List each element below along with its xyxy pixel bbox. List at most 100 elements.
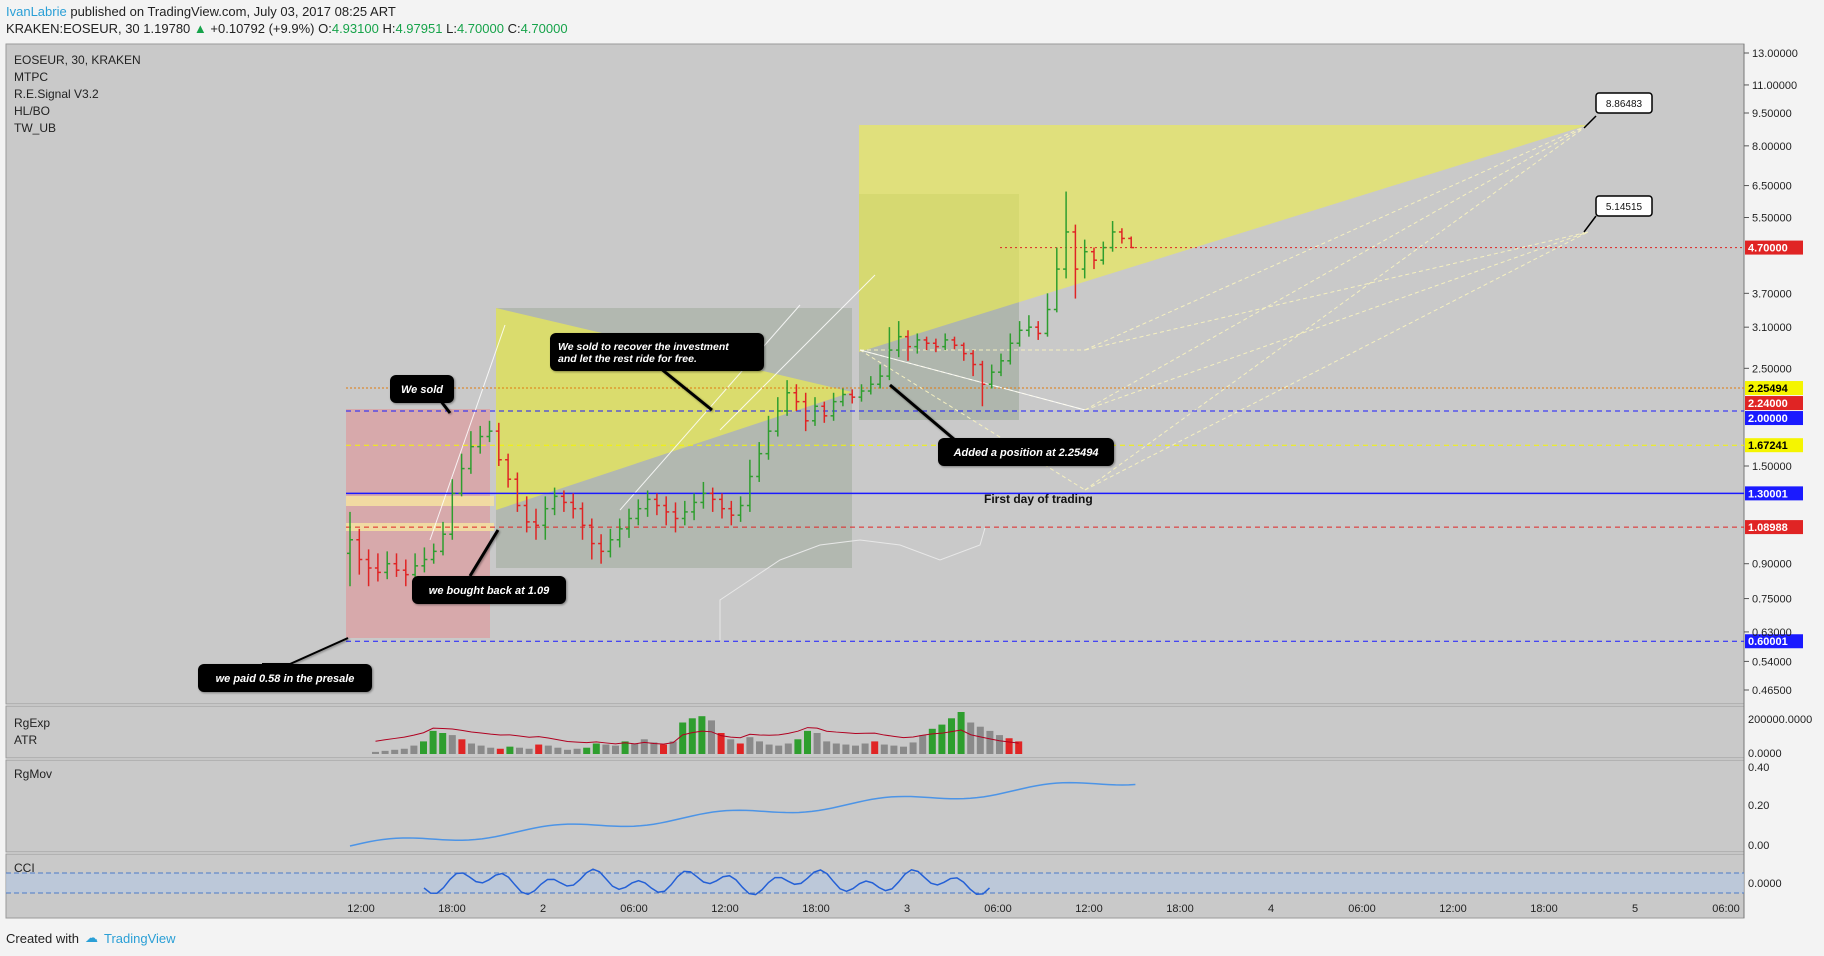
candle[interactable]	[1025, 315, 1032, 337]
candle[interactable]	[402, 559, 409, 587]
candle[interactable]	[412, 553, 419, 577]
candle[interactable]	[374, 553, 381, 582]
candle[interactable]	[858, 384, 865, 402]
candle[interactable]	[1016, 321, 1023, 347]
candle[interactable]	[784, 380, 791, 416]
candle[interactable]	[347, 511, 353, 587]
atr-bar	[736, 743, 744, 754]
candle[interactable]	[719, 493, 725, 519]
candle[interactable]	[951, 336, 958, 350]
candle[interactable]	[430, 543, 437, 564]
candle[interactable]	[1081, 239, 1088, 279]
candle[interactable]	[467, 431, 474, 474]
candle[interactable]	[998, 353, 1004, 377]
candle[interactable]	[1007, 333, 1014, 365]
candle[interactable]	[607, 528, 614, 558]
candle[interactable]	[653, 493, 660, 516]
candle[interactable]	[672, 502, 679, 533]
candle[interactable]	[598, 534, 605, 564]
candle[interactable]	[533, 508, 539, 540]
candle[interactable]	[812, 397, 818, 426]
candle[interactable]	[458, 453, 465, 497]
candle[interactable]	[477, 425, 484, 454]
candle[interactable]	[1100, 241, 1107, 265]
candle[interactable]	[1118, 228, 1125, 244]
candle[interactable]	[644, 490, 651, 517]
candle[interactable]	[988, 364, 995, 389]
candle[interactable]	[635, 499, 642, 526]
candle[interactable]	[830, 392, 837, 421]
target-box-1[interactable]: 8.86483	[1583, 92, 1653, 129]
candle[interactable]	[579, 502, 586, 540]
callout-paid[interactable]: we paid 0.58 in the presale	[198, 637, 372, 692]
candle[interactable]	[495, 422, 502, 467]
x-tick-label: 12:00	[1075, 903, 1103, 915]
candle[interactable]	[970, 350, 977, 377]
candle[interactable]	[839, 388, 846, 407]
candle[interactable]	[691, 493, 698, 521]
candle[interactable]	[514, 472, 521, 512]
candle[interactable]	[626, 508, 632, 538]
candle[interactable]	[886, 327, 893, 381]
candle[interactable]	[486, 420, 493, 443]
callout-sold[interactable]: We sold	[390, 375, 454, 414]
candle[interactable]	[737, 496, 744, 522]
candle[interactable]	[877, 364, 884, 389]
candle[interactable]	[1053, 247, 1060, 313]
candle[interactable]	[365, 549, 372, 587]
candle[interactable]	[393, 553, 400, 577]
candle[interactable]	[421, 547, 428, 573]
candle[interactable]	[523, 496, 530, 533]
candle[interactable]	[542, 496, 549, 540]
candle[interactable]	[923, 336, 930, 351]
candle[interactable]	[384, 551, 391, 580]
callout-added[interactable]: Added a position at 2.25494	[889, 383, 1114, 466]
rgmov-pane[interactable]	[5, 759, 1745, 853]
candle[interactable]	[979, 360, 986, 407]
candle[interactable]	[1091, 247, 1097, 270]
candle[interactable]	[1063, 191, 1070, 279]
candle[interactable]	[588, 518, 595, 560]
candle[interactable]	[709, 487, 716, 512]
candle[interactable]	[551, 487, 558, 516]
candle[interactable]	[895, 321, 902, 358]
candle[interactable]	[449, 479, 456, 540]
candle[interactable]	[570, 493, 577, 519]
candle[interactable]	[505, 453, 512, 488]
candle[interactable]	[440, 521, 446, 556]
candle[interactable]	[793, 384, 800, 411]
candle[interactable]	[802, 392, 809, 432]
callout-recover[interactable]: We sold to recover the investment and let…	[550, 333, 764, 412]
candle[interactable]	[765, 415, 772, 460]
candle[interactable]	[867, 376, 874, 395]
candle[interactable]	[681, 500, 688, 526]
candle[interactable]	[1128, 236, 1135, 249]
callout-bought[interactable]: we bought back at 1.09	[412, 529, 566, 604]
price-chart[interactable]: 4.70000 2.25494 2.24000 2.00000 1.67241 1.300…	[0, 0, 1824, 930]
candle[interactable]	[1072, 224, 1079, 299]
candle[interactable]	[728, 500, 735, 526]
candle[interactable]	[849, 389, 856, 404]
price-axis[interactable]	[1744, 44, 1822, 918]
candle[interactable]	[616, 518, 623, 548]
candle[interactable]	[746, 459, 753, 512]
candle[interactable]	[960, 342, 967, 361]
author-link[interactable]: IvanLabrie	[6, 4, 67, 19]
y-tick-label: 2.50000	[1752, 363, 1792, 375]
candle[interactable]	[700, 481, 707, 509]
candle[interactable]	[932, 338, 939, 353]
candle[interactable]	[821, 401, 828, 423]
candle[interactable]	[1109, 221, 1116, 252]
candle[interactable]	[905, 330, 911, 361]
candle[interactable]	[942, 333, 949, 351]
candle[interactable]	[1044, 293, 1051, 337]
candle[interactable]	[756, 442, 763, 482]
candle[interactable]	[914, 333, 921, 354]
candle[interactable]	[1035, 321, 1042, 340]
candle[interactable]	[560, 490, 567, 512]
candle[interactable]	[356, 528, 363, 575]
tradingview-link[interactable]: TradingView	[103, 930, 176, 946]
candle[interactable]	[774, 397, 781, 437]
candle[interactable]	[663, 496, 670, 526]
target-box-2[interactable]: 5.14515	[1583, 195, 1653, 233]
